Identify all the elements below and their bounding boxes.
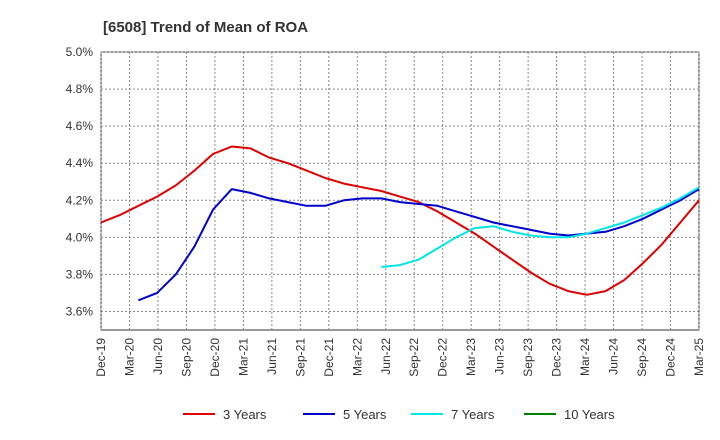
- y-tick-label: 4.2%: [66, 193, 94, 207]
- legend-label: 3 Years: [223, 407, 267, 422]
- plot-area: [100, 51, 700, 331]
- x-tick-label: Mar-23: [464, 338, 478, 376]
- x-tick-label: Dec-23: [550, 338, 564, 377]
- x-tick-label: Sep-22: [407, 338, 421, 377]
- x-tick-label: Sep-24: [635, 338, 649, 377]
- x-tick-label: Jun-22: [379, 338, 393, 375]
- x-tick-label: Jun-21: [265, 338, 279, 375]
- x-tick-label: Mar-24: [578, 338, 592, 376]
- x-tick-label: Sep-23: [521, 338, 535, 377]
- x-tick-label: Mar-22: [350, 338, 364, 376]
- x-tick-label: Dec-24: [664, 338, 678, 377]
- x-tick-label: Mar-25: [692, 338, 706, 376]
- y-tick-label: 3.8%: [66, 267, 94, 281]
- x-axis: Dec-19 Mar-20 Jun-20 Sep-20 Dec-20 Mar-21 Jun-…: [94, 338, 706, 377]
- x-tick-label: Dec-20: [208, 338, 222, 377]
- y-tick-label: 3.6%: [66, 304, 94, 318]
- x-tick-label: Jun-20: [151, 338, 165, 375]
- chart-title: [6508] Trend of Mean of ROA: [103, 19, 308, 36]
- series-line-3-years: [100, 145, 700, 296]
- y-tick-label: 4.8%: [66, 82, 94, 96]
- x-tick-label: Dec-19: [94, 338, 108, 377]
- x-tick-label: Jun-23: [493, 338, 507, 375]
- y-tick-label: 4.6%: [66, 119, 94, 133]
- x-tick-label: Mar-21: [236, 338, 250, 376]
- x-tick-label: Jun-24: [607, 338, 621, 375]
- legend-label: 5 Years: [343, 407, 387, 422]
- legend-label: 10 Years: [564, 407, 615, 422]
- series-group: [100, 145, 700, 302]
- series-line-7-years: [381, 186, 700, 268]
- y-axis: 3.6% 3.8% 4.0% 4.2% 4.4% 4.6% 4.8% 5.0%: [66, 45, 94, 318]
- legend: 3 Years 5 Years 7 Years 10 Years: [183, 407, 615, 422]
- x-tick-label: Dec-21: [322, 338, 336, 377]
- x-tick-label: Mar-20: [122, 338, 136, 376]
- y-tick-label: 5.0%: [66, 45, 94, 59]
- legend-label: 7 Years: [451, 407, 495, 422]
- series-line-5-years: [138, 188, 700, 302]
- y-tick-label: 4.4%: [66, 156, 94, 170]
- y-tick-label: 4.0%: [66, 230, 94, 244]
- x-tick-label: Dec-22: [436, 338, 450, 377]
- x-tick-label: Sep-21: [293, 338, 307, 377]
- x-tick-label: Sep-20: [179, 338, 193, 377]
